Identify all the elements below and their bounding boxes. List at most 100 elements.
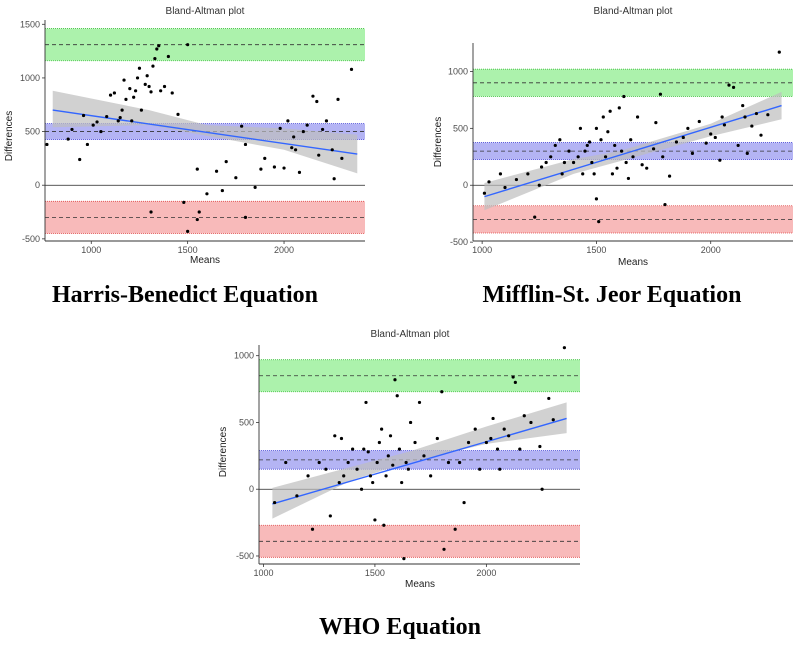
plot-area: 1000 1500 2000 -500 0 500 1000 — [234, 345, 580, 578]
data-point — [375, 460, 379, 465]
y-tick-label: 500 — [453, 123, 468, 133]
x-axis-label: Means — [618, 257, 648, 268]
data-point — [462, 500, 466, 505]
data-point — [422, 454, 426, 458]
data-point — [397, 447, 402, 451]
x-tick-label: 2000 — [701, 245, 721, 255]
y-axis-label: Differences — [218, 427, 229, 477]
data-point — [663, 202, 667, 207]
data-point — [135, 76, 140, 80]
data-point — [594, 197, 599, 201]
data-point — [253, 185, 257, 189]
data-point — [290, 146, 294, 150]
data-point — [105, 114, 109, 119]
data-point — [362, 447, 366, 451]
data-point — [333, 434, 337, 438]
data-point — [599, 138, 603, 142]
data-point — [610, 172, 615, 176]
data-point — [446, 460, 451, 465]
regression-line — [272, 417, 567, 505]
upper-loa-band — [45, 28, 365, 61]
data-point — [337, 480, 341, 485]
y-axis-label: Differences — [4, 111, 15, 161]
data-point — [386, 454, 390, 458]
data-point — [284, 460, 288, 465]
data-point — [373, 518, 377, 522]
plot-title: Bland-Altman plot — [371, 329, 450, 340]
data-point — [162, 84, 167, 89]
data-point — [159, 89, 163, 93]
y-tick-label: 0 — [463, 180, 468, 190]
x-axis-label: Means — [405, 579, 435, 590]
data-point — [139, 108, 143, 112]
data-point — [681, 135, 685, 140]
data-point — [487, 180, 491, 184]
data-point — [686, 126, 690, 130]
data-point — [603, 155, 608, 159]
data-point — [654, 121, 658, 125]
data-point — [349, 67, 354, 71]
regression-line — [52, 109, 358, 155]
data-point — [145, 74, 149, 78]
data-point — [393, 378, 397, 382]
data-point — [278, 126, 282, 130]
data-point — [346, 460, 350, 465]
data-point — [400, 480, 404, 485]
data-point — [624, 160, 628, 165]
y-tick-label: 0 — [35, 180, 40, 190]
data-point — [359, 487, 364, 491]
data-point — [395, 394, 399, 398]
data-point — [380, 427, 384, 431]
data-point — [366, 450, 370, 454]
data-point — [562, 160, 567, 165]
y-tick-label: 500 — [25, 127, 40, 137]
data-point — [297, 170, 302, 174]
x-axis-label: Means — [190, 255, 220, 266]
data-point — [484, 440, 488, 445]
data-point — [292, 135, 296, 139]
data-point — [166, 54, 170, 59]
plot-title: Bland-Altman plot — [594, 6, 673, 17]
data-point — [587, 140, 592, 144]
data-point — [132, 95, 136, 99]
data-point — [631, 155, 635, 159]
data-point — [759, 133, 763, 137]
data-point — [562, 346, 566, 350]
data-point — [539, 165, 544, 169]
data-point — [99, 129, 103, 134]
data-point — [713, 135, 717, 140]
data-point — [404, 460, 408, 465]
data-point — [489, 436, 493, 441]
data-point — [533, 215, 537, 219]
data-point — [170, 91, 174, 95]
data-point — [195, 217, 199, 222]
data-point — [619, 149, 624, 153]
data-point — [306, 474, 310, 478]
confidence-band — [272, 402, 567, 519]
data-point — [351, 447, 355, 451]
data-point — [466, 440, 471, 445]
data-point — [558, 138, 562, 142]
data-point — [155, 47, 159, 51]
data-point — [537, 183, 541, 187]
data-point — [718, 158, 722, 162]
data-point — [645, 166, 649, 170]
data-points — [482, 50, 781, 224]
data-point — [766, 113, 770, 117]
data-point — [743, 115, 747, 119]
data-point — [522, 414, 526, 418]
data-point — [273, 500, 277, 505]
data-point — [286, 119, 290, 123]
data-point — [560, 172, 564, 176]
x-tick-label: 2000 — [274, 245, 294, 255]
x-tick-label: 1000 — [81, 245, 101, 255]
lower-loa-band — [259, 525, 580, 558]
data-point — [408, 420, 413, 425]
data-point — [498, 467, 502, 471]
plot-title: Bland-Altman plot — [166, 6, 245, 17]
data-point — [567, 149, 571, 153]
data-points — [273, 346, 566, 561]
data-point — [214, 169, 219, 173]
data-point — [143, 82, 147, 86]
data-point — [417, 400, 422, 405]
